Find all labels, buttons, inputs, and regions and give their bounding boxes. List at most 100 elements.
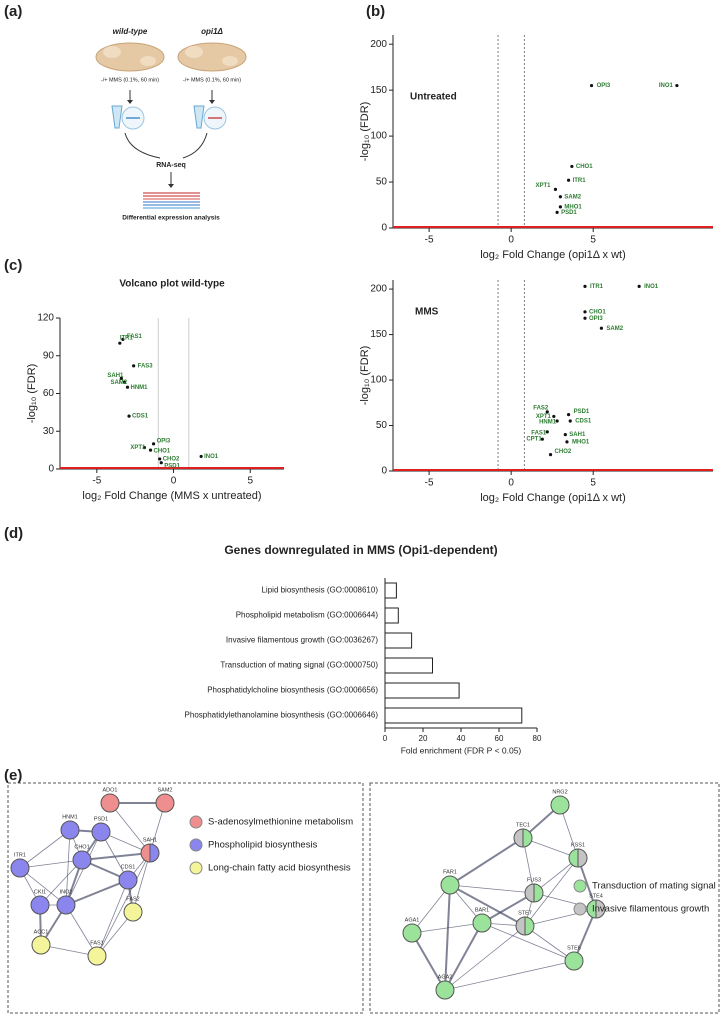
y-tick-label: Phosphatidylcholine biosynthesis (GO:000… [207, 686, 378, 695]
y-tick-label: 0 [381, 466, 387, 477]
legend-label: Long-chain fatty acid biosynthesis [208, 863, 351, 874]
gene-label: CHO1 [154, 449, 171, 455]
chart-title: Untreated [410, 92, 457, 103]
node-label: HNM1 [62, 814, 78, 820]
network-node [56, 895, 76, 915]
bar [384, 632, 413, 649]
strain-label: wild-type [113, 27, 148, 36]
network-edge [444, 884, 451, 991]
network-edge [96, 852, 151, 957]
gene-label: CHO1 [589, 309, 606, 315]
network-node [402, 923, 422, 943]
node-label: ADO1 [103, 787, 118, 793]
gene-label: PSD1 [164, 463, 180, 469]
network-edge [96, 879, 129, 957]
network-node [568, 848, 579, 868]
schematic [95, 42, 247, 209]
gene-point [121, 337, 125, 341]
network-edge [449, 884, 535, 894]
gene-label: HNM1 [131, 385, 149, 391]
gene-label: CHO2 [163, 457, 180, 463]
network-edge [522, 837, 579, 859]
network-edge [19, 867, 67, 906]
significance-baseline [393, 469, 713, 471]
network-node [31, 935, 51, 955]
legend-swatch [189, 838, 203, 852]
gene-label: SAH1 [569, 432, 586, 438]
gene-label: OPI3 [157, 438, 171, 444]
y-tick-label: 50 [376, 420, 388, 431]
gene-label: PSD1 [561, 210, 577, 216]
network-node [10, 858, 30, 878]
x-tick-label: 0 [171, 476, 177, 487]
network-node [30, 895, 50, 915]
gene-point [566, 413, 571, 417]
gene-label: HNM1 [539, 420, 557, 426]
gene-point [558, 205, 562, 209]
gene-label: INO1 [659, 83, 674, 89]
gene-point [558, 195, 562, 199]
chart-title: MMS [415, 307, 439, 318]
network-edge [444, 922, 483, 991]
gene-label: XPT1 [130, 445, 146, 451]
gene-point [570, 164, 574, 169]
node-label: CHO1 [74, 844, 89, 850]
network-edge [411, 884, 451, 934]
node-label: TEC1 [516, 822, 530, 828]
gene-point [548, 453, 553, 457]
gene-label: ITR1 [590, 284, 604, 290]
gene-label: OPI3 [597, 83, 611, 89]
bar [384, 707, 523, 724]
y-axis-title: -log₁₀ (FDR) [359, 102, 371, 162]
network-node [472, 913, 492, 933]
y-tick-label: 150 [370, 329, 387, 340]
x-tick-label: 80 [533, 734, 542, 743]
gene-point [127, 414, 131, 418]
gene-point [142, 446, 146, 450]
y-axis-title: -log₁₀ (FDR) [359, 346, 371, 406]
gene-label: ITR1 [573, 178, 587, 184]
node-label: AGA1 [405, 917, 420, 923]
gene-label: ITR1 [120, 336, 134, 342]
node-label: NRG2 [552, 789, 567, 795]
treatment-label: -/+ MMS (0.1%, 60 min) [183, 77, 241, 83]
node-label: SAM2 [158, 787, 173, 793]
gene-label: CDS1 [132, 414, 149, 420]
x-tick-label: 5 [590, 235, 596, 246]
gene-point [555, 210, 559, 214]
y-tick-label: 60 [43, 388, 55, 399]
network-node [123, 902, 143, 922]
gene-label: CPT1 [526, 437, 542, 443]
y-tick-label: 30 [43, 426, 55, 437]
y-tick-label: 120 [37, 313, 54, 324]
network-node [118, 870, 138, 890]
gene-point [158, 457, 162, 461]
gene-label: XPT1 [536, 414, 552, 420]
node-label: STE7 [518, 910, 532, 916]
x-axis-title: log₂ Fold Change (opi1Δ x wt) [480, 249, 626, 261]
node-label: FAR1 [443, 869, 457, 875]
network-edge [444, 960, 575, 991]
x-tick-label: 0 [508, 478, 514, 489]
x-axis-title: log₂ Fold Change (MMS x untreated) [82, 490, 261, 502]
y-axis-title: -log₁₀ (FDR) [26, 364, 38, 424]
gene-point [132, 364, 136, 368]
network-node [100, 793, 120, 813]
legend-swatch [573, 902, 587, 916]
y-tick-label: Transduction of mating signal (GO:000075… [220, 661, 378, 670]
bar [384, 657, 433, 674]
bar [384, 582, 397, 599]
node-label: ITR1 [14, 852, 26, 858]
gene-point [583, 284, 587, 288]
bar [384, 607, 399, 624]
legend-label: S-adenosylmethionine metabolism [208, 817, 353, 828]
y-tick-label: 90 [43, 350, 55, 361]
gene-label: CHO1 [576, 164, 593, 170]
gene-point [199, 454, 203, 459]
network-node [440, 875, 460, 895]
network-node [60, 820, 80, 840]
x-tick-label: 0 [383, 734, 388, 743]
gene-label: CDS1 [575, 419, 592, 425]
network-frame [369, 782, 720, 1014]
gene-label: XPT1 [535, 183, 551, 189]
